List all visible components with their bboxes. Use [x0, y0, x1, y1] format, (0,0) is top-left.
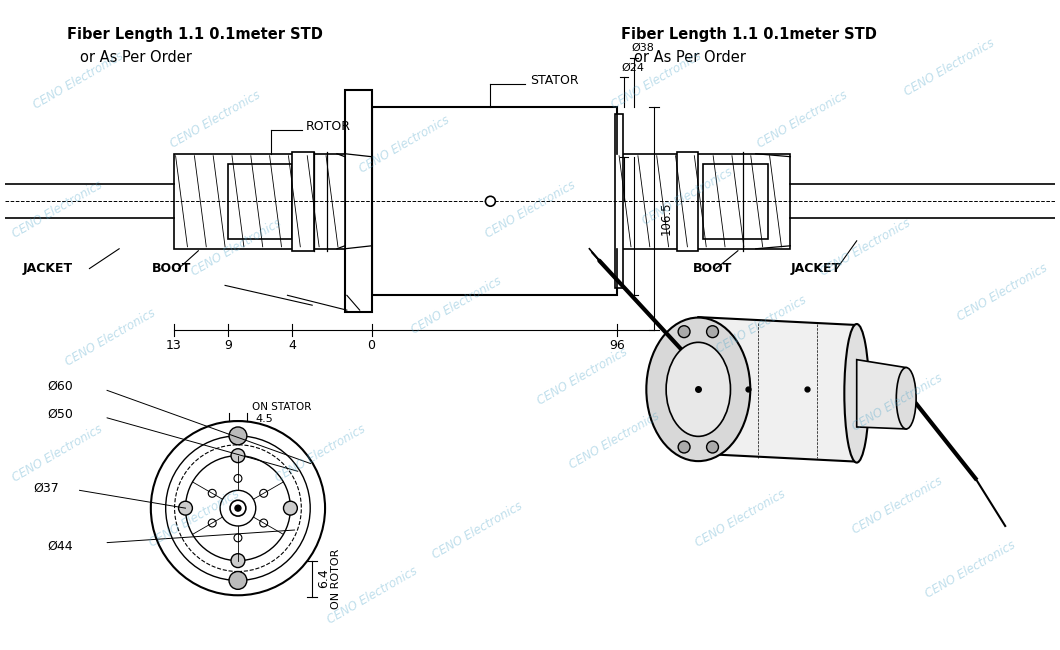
Circle shape [231, 554, 245, 567]
Circle shape [260, 489, 267, 497]
Ellipse shape [897, 367, 916, 429]
Text: Ø37: Ø37 [33, 482, 58, 495]
Text: BOOT: BOOT [693, 262, 732, 275]
Circle shape [234, 474, 242, 482]
Text: CENO Electronics: CENO Electronics [955, 262, 1049, 324]
Circle shape [151, 421, 325, 595]
Text: 13: 13 [165, 339, 181, 352]
Text: 9: 9 [224, 339, 232, 352]
Text: CENO Electronics: CENO Electronics [272, 422, 368, 485]
Text: CENO Electronics: CENO Electronics [923, 538, 1018, 601]
Text: CENO Electronics: CENO Electronics [535, 345, 630, 408]
Circle shape [165, 436, 311, 580]
Bar [344, 90, 372, 312]
Text: STATOR: STATOR [530, 74, 579, 87]
Text: Ø24: Ø24 [621, 62, 644, 73]
Text: 4.5: 4.5 [255, 414, 273, 424]
Text: CENO Electronics: CENO Electronics [567, 410, 661, 472]
Text: CENO Electronics: CENO Electronics [11, 422, 105, 485]
Text: JACKET: JACKET [791, 262, 841, 275]
Bar [372, 107, 617, 295]
Circle shape [229, 571, 247, 590]
Text: CENO Electronics: CENO Electronics [902, 36, 997, 99]
Circle shape [707, 441, 719, 453]
Text: CENO Electronics: CENO Electronics [850, 474, 944, 536]
Text: CENO Electronics: CENO Electronics [11, 178, 105, 240]
Circle shape [485, 196, 495, 206]
Text: 106.5: 106.5 [660, 202, 673, 235]
Polygon shape [699, 317, 856, 462]
Text: Ø50: Ø50 [47, 408, 73, 421]
Circle shape [234, 534, 242, 542]
Text: Ø38: Ø38 [631, 43, 654, 53]
Bar [676, 151, 699, 251]
Text: ROTOR: ROTOR [305, 120, 350, 133]
Bar [293, 151, 314, 251]
Text: Ø44: Ø44 [47, 540, 72, 552]
Circle shape [229, 427, 247, 445]
Text: CENO Electronics: CENO Electronics [756, 88, 850, 150]
Text: CENO Electronics: CENO Electronics [818, 216, 913, 279]
Circle shape [175, 445, 301, 571]
Circle shape [208, 519, 216, 527]
Text: CENO Electronics: CENO Electronics [850, 371, 944, 434]
Text: ON STATOR: ON STATOR [252, 402, 312, 412]
Text: Fiber Length 1.1 0.1meter STD: Fiber Length 1.1 0.1meter STD [67, 27, 322, 42]
Text: ON ROTOR: ON ROTOR [331, 548, 341, 608]
Circle shape [235, 505, 241, 511]
Text: CENO Electronics: CENO Electronics [409, 274, 504, 337]
Bar [174, 154, 344, 249]
Text: CENO Electronics: CENO Electronics [63, 307, 158, 369]
Bar [703, 164, 767, 239]
Circle shape [260, 519, 267, 527]
Ellipse shape [845, 324, 869, 463]
Circle shape [208, 489, 216, 497]
Text: JACKET: JACKET [23, 262, 73, 275]
Text: Fiber Length 1.1 0.1meter STD: Fiber Length 1.1 0.1meter STD [621, 27, 877, 42]
Text: Ø60: Ø60 [47, 380, 73, 393]
Text: CENO Electronics: CENO Electronics [189, 216, 283, 279]
Text: 0: 0 [368, 339, 375, 352]
Text: CENO Electronics: CENO Electronics [608, 49, 703, 112]
Text: 4: 4 [288, 339, 297, 352]
Text: CENO Electronics: CENO Electronics [32, 49, 126, 112]
Text: CENO Electronics: CENO Electronics [713, 294, 808, 356]
Circle shape [178, 501, 193, 515]
Circle shape [283, 501, 298, 515]
Text: CENO Electronics: CENO Electronics [692, 487, 788, 549]
Bar [615, 114, 623, 289]
Text: CENO Electronics: CENO Electronics [430, 500, 525, 562]
Text: CENO Electronics: CENO Electronics [325, 564, 420, 627]
Text: CENO Electronics: CENO Electronics [640, 165, 735, 227]
Bar [617, 154, 791, 249]
Circle shape [678, 441, 690, 453]
Polygon shape [856, 359, 906, 429]
Text: CENO Electronics: CENO Electronics [482, 178, 578, 240]
Bar [228, 164, 293, 239]
Circle shape [220, 490, 255, 526]
Circle shape [186, 456, 290, 560]
Text: 6.4: 6.4 [318, 569, 331, 588]
Circle shape [678, 326, 690, 337]
Text: or As Per Order: or As Per Order [80, 50, 192, 65]
Ellipse shape [666, 343, 730, 436]
Text: CENO Electronics: CENO Electronics [147, 487, 242, 549]
Text: CENO Electronics: CENO Electronics [167, 88, 263, 150]
Text: CENO Electronics: CENO Electronics [357, 114, 452, 176]
Circle shape [231, 448, 245, 463]
Text: BOOT: BOOT [152, 262, 191, 275]
Text: or As Per Order: or As Per Order [634, 50, 746, 65]
Ellipse shape [647, 318, 750, 461]
Circle shape [707, 326, 719, 337]
Text: 96: 96 [610, 339, 625, 352]
Circle shape [230, 500, 246, 516]
